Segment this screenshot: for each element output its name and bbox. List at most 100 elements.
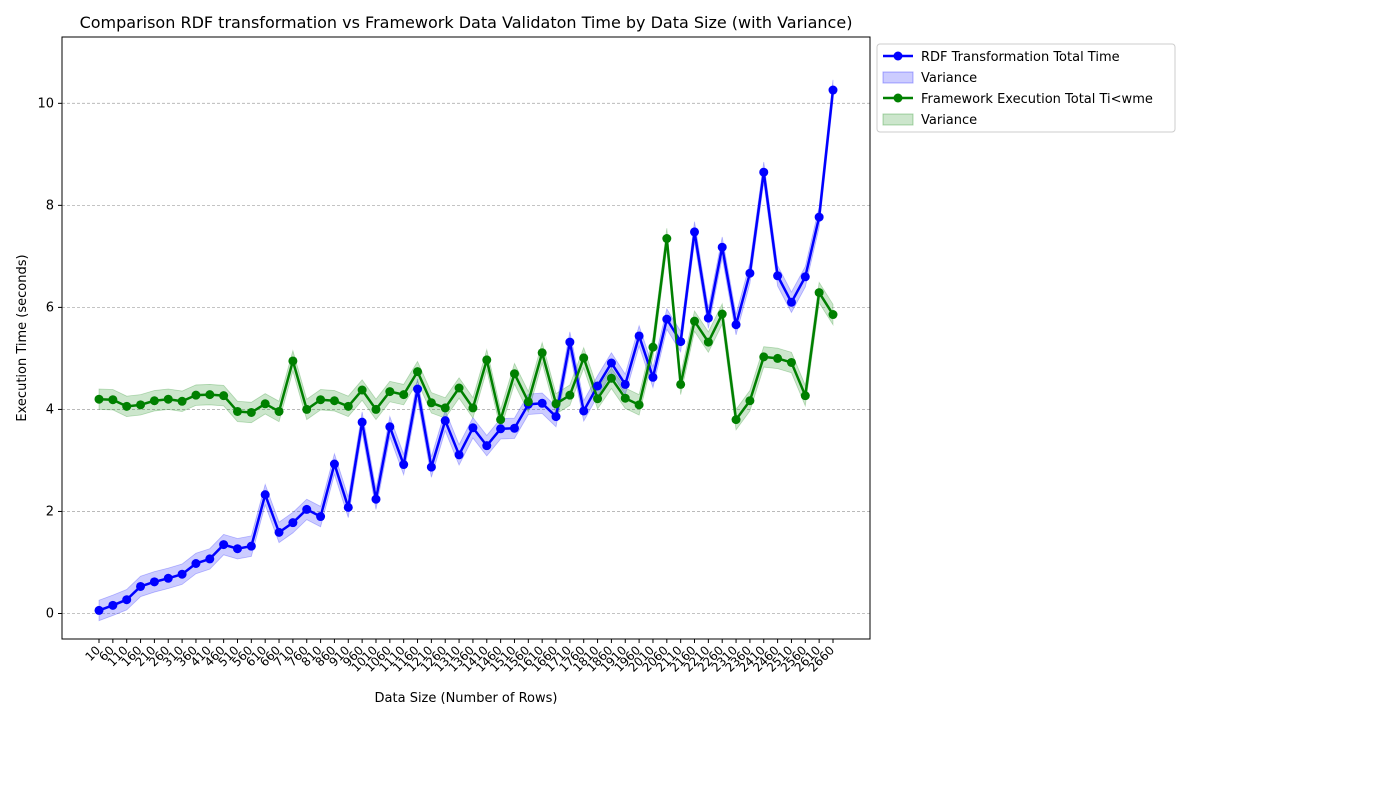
variance-band — [98, 228, 834, 432]
data-point — [163, 394, 173, 404]
data-point — [371, 404, 381, 414]
data-point — [205, 390, 215, 400]
x-axis-label: Data Size (Number of Rows) — [375, 691, 558, 706]
data-point — [814, 212, 824, 222]
data-point — [413, 384, 423, 394]
data-point — [440, 416, 450, 426]
legend-band-swatch — [882, 113, 914, 126]
legend-entry: Variance — [921, 71, 977, 86]
y-tick-label: 0 — [46, 606, 54, 621]
data-point — [219, 540, 229, 550]
data-point — [399, 390, 409, 400]
y-axis-label: Execution Time (seconds) — [15, 254, 30, 421]
data-point — [800, 391, 810, 401]
data-point — [219, 391, 229, 401]
data-point — [496, 424, 506, 434]
data-point — [662, 314, 672, 324]
data-point — [676, 379, 686, 389]
data-point — [149, 396, 159, 406]
data-point — [413, 367, 423, 377]
y-tick-label: 8 — [46, 198, 54, 213]
data-point — [329, 396, 339, 406]
data-point — [149, 577, 159, 587]
y-tick-label: 4 — [46, 402, 54, 417]
data-point — [316, 395, 326, 405]
data-point — [662, 234, 672, 244]
data-point — [690, 316, 700, 326]
data-point — [731, 320, 741, 330]
data-point — [620, 393, 630, 403]
legend-entry: Variance — [921, 113, 977, 128]
data-point — [496, 415, 506, 425]
y-tick-label: 2 — [46, 504, 54, 519]
data-point — [690, 227, 700, 237]
data-point — [537, 398, 547, 408]
data-point — [786, 357, 796, 367]
data-point — [828, 85, 838, 95]
data-point — [773, 353, 783, 363]
data-point — [648, 342, 658, 352]
data-point — [537, 348, 547, 358]
data-point — [136, 581, 146, 591]
y-tick-label: 10 — [37, 96, 54, 111]
data-point — [731, 415, 741, 425]
data-point — [440, 403, 450, 413]
data-point — [302, 504, 312, 514]
data-point — [454, 450, 464, 460]
data-point — [246, 407, 256, 417]
data-point — [357, 417, 367, 427]
data-point — [343, 401, 353, 411]
data-point — [108, 600, 118, 610]
data-point — [94, 394, 104, 404]
legend: RDF Transformation Total Time Variance Fra… — [876, 43, 1176, 133]
data-point — [163, 573, 173, 583]
data-point — [773, 271, 783, 281]
data-point — [634, 331, 644, 341]
data-point — [745, 268, 755, 278]
data-point — [703, 313, 713, 323]
data-point — [551, 412, 561, 422]
data-point — [786, 297, 796, 307]
data-point — [399, 460, 409, 470]
data-point — [260, 490, 270, 500]
y-tick-label: 6 — [46, 300, 54, 315]
data-point — [565, 390, 575, 400]
data-point — [620, 379, 630, 389]
data-point — [108, 395, 118, 405]
data-point — [426, 398, 436, 408]
data-point — [454, 383, 464, 393]
data-point — [136, 400, 146, 410]
data-point — [606, 358, 616, 368]
data-point — [288, 356, 298, 366]
data-point — [260, 399, 270, 409]
data-point — [717, 242, 727, 252]
data-point — [648, 372, 658, 382]
data-point — [357, 385, 367, 395]
data-point — [122, 401, 132, 411]
data-point — [288, 518, 298, 528]
data-point — [371, 494, 381, 504]
y-axis-ticks: 0 2 4 6 8 10 — [37, 96, 62, 621]
chart-title: Comparison RDF transformation vs Framewo… — [80, 13, 853, 32]
data-point — [205, 554, 215, 564]
data-point — [509, 423, 519, 433]
plot-frame — [61, 36, 871, 640]
data-point — [232, 544, 242, 554]
series-points — [94, 85, 838, 615]
legend-entry: Framework Execution Total Ti<wme — [921, 92, 1153, 107]
data-point — [191, 558, 201, 568]
data-point — [274, 527, 284, 537]
data-point — [316, 512, 326, 522]
data-point — [385, 422, 395, 432]
data-point — [523, 397, 533, 407]
data-point — [329, 459, 339, 469]
data-point — [828, 310, 838, 320]
data-point — [177, 569, 187, 579]
data-point — [468, 423, 478, 433]
data-point — [800, 272, 810, 282]
data-point — [759, 167, 769, 177]
data-point — [565, 337, 575, 347]
legend-band-swatch — [882, 71, 914, 84]
data-point — [482, 355, 492, 365]
